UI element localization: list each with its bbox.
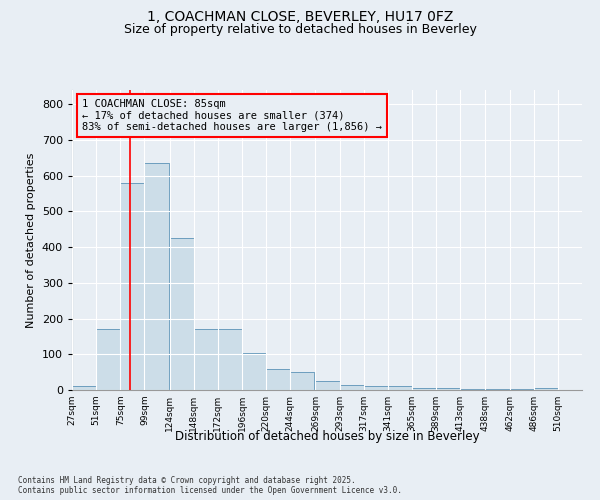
Bar [412, 388, 436, 390]
Text: Contains HM Land Registry data © Crown copyright and database right 2025.
Contai: Contains HM Land Registry data © Crown c… [18, 476, 402, 495]
Text: 1 COACHMAN CLOSE: 85sqm
← 17% of detached houses are smaller (374)
83% of semi-d: 1 COACHMAN CLOSE: 85sqm ← 17% of detache… [82, 99, 382, 132]
Bar [436, 388, 460, 390]
Bar [170, 238, 194, 390]
Bar [316, 381, 340, 390]
Bar [170, 238, 194, 390]
Bar [242, 352, 266, 390]
Bar [316, 381, 340, 390]
Bar [120, 183, 145, 390]
Bar [509, 389, 534, 390]
Bar [96, 330, 120, 390]
Bar [266, 368, 290, 390]
Bar [388, 386, 412, 390]
Bar [460, 389, 484, 390]
Text: 1, COACHMAN CLOSE, BEVERLEY, HU17 0FZ: 1, COACHMAN CLOSE, BEVERLEY, HU17 0FZ [147, 10, 453, 24]
Bar [194, 330, 218, 390]
Bar [218, 330, 242, 390]
Bar [412, 388, 436, 390]
Bar [290, 372, 314, 390]
Bar [485, 389, 509, 390]
Bar [388, 386, 412, 390]
Text: Distribution of detached houses by size in Beverley: Distribution of detached houses by size … [175, 430, 479, 443]
Bar [145, 163, 169, 390]
Bar [534, 388, 558, 390]
Y-axis label: Number of detached properties: Number of detached properties [26, 152, 36, 328]
Bar [290, 372, 314, 390]
Bar [120, 183, 145, 390]
Bar [485, 389, 509, 390]
Bar [460, 389, 484, 390]
Bar [340, 384, 364, 390]
Bar [436, 388, 460, 390]
Bar [364, 386, 388, 390]
Bar [72, 386, 96, 390]
Bar [509, 389, 534, 390]
Bar [242, 352, 266, 390]
Bar [266, 368, 290, 390]
Bar [72, 386, 96, 390]
Bar [96, 330, 120, 390]
Text: Size of property relative to detached houses in Beverley: Size of property relative to detached ho… [124, 22, 476, 36]
Bar [218, 330, 242, 390]
Bar [364, 386, 388, 390]
Bar [534, 388, 558, 390]
Bar [340, 384, 364, 390]
Bar [194, 330, 218, 390]
Bar [145, 163, 169, 390]
